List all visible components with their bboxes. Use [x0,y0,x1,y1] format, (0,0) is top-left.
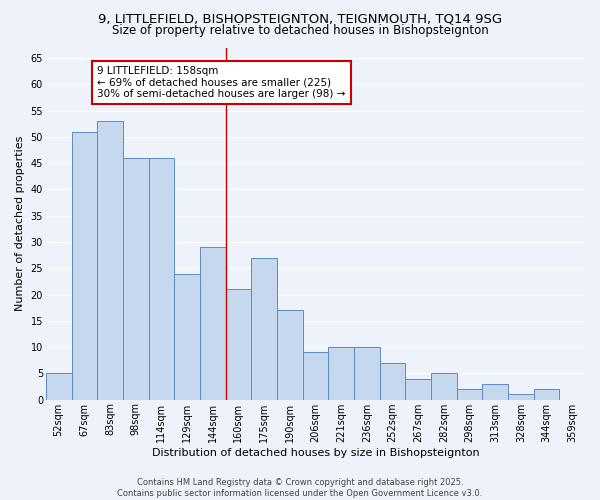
Bar [71,132,97,400]
Text: 9 LITTLEFIELD: 158sqm
← 69% of detached houses are smaller (225)
30% of semi-det: 9 LITTLEFIELD: 158sqm ← 69% of detached … [97,66,346,99]
Bar [251,258,277,400]
Bar [97,121,123,400]
Bar [302,352,328,400]
Bar [174,274,200,400]
Bar [354,347,380,400]
Bar [482,384,508,400]
Text: Size of property relative to detached houses in Bishopsteignton: Size of property relative to detached ho… [112,24,488,37]
Bar [457,389,482,400]
Y-axis label: Number of detached properties: Number of detached properties [15,136,25,312]
Bar [46,374,71,400]
Bar [508,394,533,400]
Bar [431,374,457,400]
Bar [405,378,431,400]
Text: Contains HM Land Registry data © Crown copyright and database right 2025.
Contai: Contains HM Land Registry data © Crown c… [118,478,482,498]
Text: 9, LITTLEFIELD, BISHOPSTEIGNTON, TEIGNMOUTH, TQ14 9SG: 9, LITTLEFIELD, BISHOPSTEIGNTON, TEIGNMO… [98,12,502,26]
Bar [328,347,354,400]
Bar [277,310,302,400]
Bar [533,389,559,400]
Bar [380,363,405,400]
Bar [200,247,226,400]
Bar [149,158,174,400]
X-axis label: Distribution of detached houses by size in Bishopsteignton: Distribution of detached houses by size … [152,448,479,458]
Bar [226,290,251,400]
Bar [123,158,149,400]
